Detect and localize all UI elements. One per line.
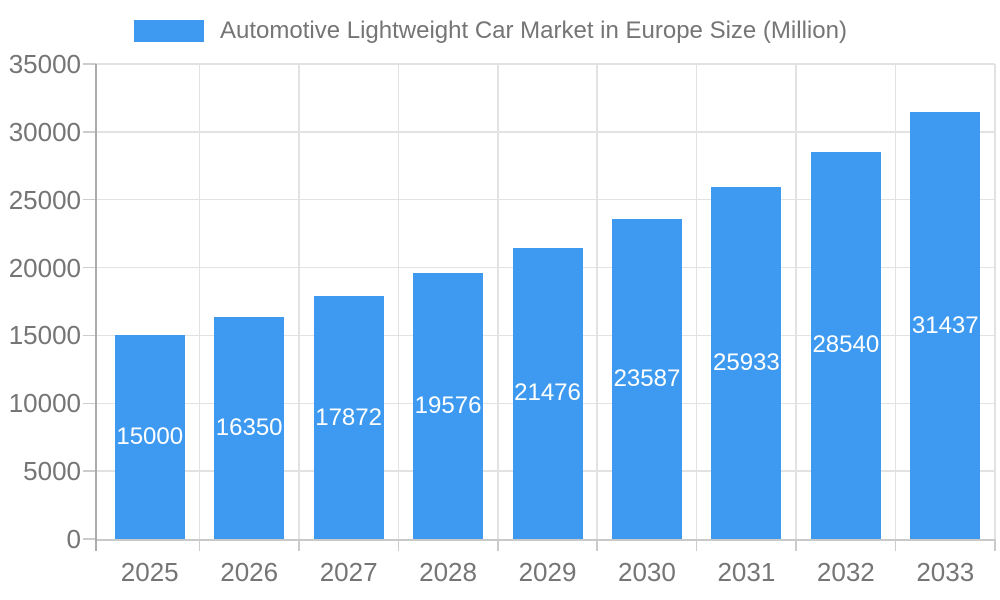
- x-axis-tick: [497, 539, 499, 551]
- x-axis-tick: [596, 539, 598, 551]
- y-tick-label: 15000: [8, 320, 81, 351]
- v-gridline: [397, 64, 400, 539]
- v-gridline: [298, 64, 300, 539]
- bar-value-label: 31437: [911, 311, 979, 339]
- bar-value-label: 23587: [613, 364, 681, 392]
- x-tick-label: 2033: [916, 557, 975, 587]
- bar: [611, 218, 682, 539]
- x-tick-label: 2025: [120, 557, 179, 587]
- x-axis-baseline: [96, 538, 995, 541]
- bar-value-label: 19576: [414, 392, 482, 420]
- y-axis-tick: [83, 198, 96, 201]
- bar-value-label: 25933: [713, 349, 780, 377]
- x-axis-tick: [397, 539, 400, 551]
- y-tick-label: 35000: [8, 49, 81, 79]
- h-gridline: [96, 131, 995, 133]
- legend: Automotive Lightweight Car Market in Eur…: [134, 17, 847, 45]
- x-axis-tick: [298, 539, 300, 551]
- legend-label: Automotive Lightweight Car Market in Eur…: [220, 17, 847, 44]
- y-axis-tick: [83, 63, 96, 65]
- x-tick-label: 2027: [319, 557, 378, 587]
- y-tick-label: 10000: [8, 388, 81, 419]
- bar: [711, 187, 782, 539]
- bar-value-label: 21476: [514, 379, 581, 407]
- bar: [413, 273, 484, 539]
- y-tick-label: 5000: [23, 456, 81, 487]
- x-tick-label: 2028: [419, 557, 477, 587]
- h-gridline: [96, 198, 995, 201]
- bar-value-label: 28540: [812, 331, 880, 359]
- v-gridline: [695, 64, 698, 539]
- y-axis-tick: [83, 470, 96, 472]
- bar: [114, 335, 185, 539]
- y-axis-tick: [83, 538, 96, 540]
- bar: [810, 151, 881, 539]
- v-gridline: [198, 64, 201, 539]
- bar-value-label: 17872: [315, 403, 382, 431]
- x-axis-tick: [795, 539, 797, 551]
- y-tick-label: 20000: [8, 252, 81, 283]
- bar: [214, 317, 285, 539]
- legend-swatch: [134, 20, 204, 42]
- bar: [910, 112, 981, 539]
- y-axis-tick: [83, 131, 96, 133]
- bar: [512, 247, 583, 539]
- bar-value-label: 16350: [215, 414, 283, 442]
- y-tick-label: 30000: [8, 116, 81, 147]
- x-tick-label: 2029: [518, 557, 577, 587]
- v-gridline: [795, 64, 797, 539]
- v-gridline: [497, 64, 499, 539]
- x-tick-label: 2026: [220, 557, 279, 587]
- x-tick-label: 2032: [816, 557, 875, 587]
- v-gridline: [994, 64, 996, 539]
- y-axis-line: [95, 64, 97, 551]
- y-tick-label: 25000: [8, 184, 81, 215]
- x-axis-tick: [695, 539, 698, 551]
- v-gridline: [596, 64, 598, 539]
- bar: [313, 296, 384, 539]
- x-tick-label: 2030: [618, 557, 676, 587]
- v-gridline: [894, 64, 897, 539]
- y-tick-label: 0: [66, 524, 81, 554]
- y-axis-tick: [83, 266, 96, 269]
- bar-value-label: 15000: [116, 423, 184, 451]
- x-axis-tick: [994, 539, 996, 551]
- y-axis-tick: [83, 334, 96, 337]
- y-axis-tick: [83, 402, 96, 405]
- x-axis-tick: [894, 539, 897, 551]
- x-axis-tick: [198, 539, 201, 551]
- x-tick-label: 2031: [717, 557, 776, 587]
- h-gridline: [96, 63, 995, 65]
